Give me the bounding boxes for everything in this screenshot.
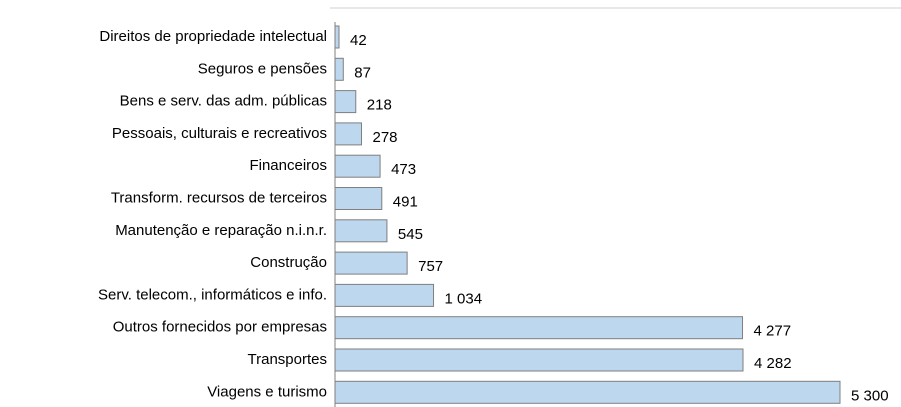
bar — [334, 219, 388, 243]
category-label: Serv. telecom., informáticos e info. — [98, 286, 327, 303]
bar — [334, 25, 340, 49]
category-label: Manutenção e reparação n.i.n.r. — [115, 222, 327, 239]
bar — [334, 251, 408, 275]
value-label: 545 — [398, 226, 423, 243]
value-label: 42 — [350, 32, 367, 49]
category-label: Pessoais, culturais e recreativos — [112, 125, 327, 142]
value-label: 491 — [393, 193, 418, 210]
value-label: 5 300 — [851, 387, 889, 404]
value-label: 473 — [391, 161, 416, 178]
bar — [334, 380, 841, 404]
category-label: Direitos de propriedade intelectual — [99, 28, 327, 45]
category-label: Viagens e turismo — [207, 383, 327, 400]
bar — [334, 154, 381, 178]
category-label: Construção — [250, 254, 327, 271]
bar — [334, 187, 383, 210]
category-label: Seguros e pensões — [198, 60, 327, 77]
category-label: Outros fornecidos por empresas — [113, 319, 327, 336]
value-label: 757 — [418, 258, 443, 275]
value-label: 4 277 — [754, 323, 792, 340]
value-label: 1 034 — [445, 290, 483, 307]
bar — [334, 57, 344, 81]
bar — [334, 316, 744, 340]
value-label: 278 — [372, 129, 397, 146]
value-label: 218 — [367, 97, 392, 114]
category-label: Bens e serv. das adm. públicas — [120, 93, 327, 110]
bar — [334, 348, 744, 372]
category-label: Financeiros — [249, 157, 327, 174]
category-label: Transform. recursos de terceiros — [111, 189, 327, 206]
value-label: 4 282 — [754, 355, 792, 372]
category-label: Transportes — [248, 351, 327, 368]
bar — [334, 90, 357, 114]
bar — [334, 122, 362, 146]
bar — [334, 283, 435, 307]
value-label: 87 — [354, 64, 371, 81]
